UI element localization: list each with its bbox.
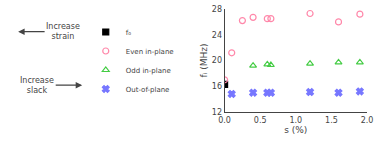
svg-text:20: 20 — [212, 56, 222, 65]
svg-text:0.5: 0.5 — [254, 116, 267, 125]
svg-text:12: 12 — [212, 108, 222, 117]
svg-text:s (%): s (%) — [284, 125, 307, 135]
svg-text:f₀: f₀ — [126, 29, 131, 37]
svg-text:2.0: 2.0 — [361, 116, 374, 125]
svg-text:Out-of-plane: Out-of-plane — [126, 86, 170, 94]
svg-text:Increasestrain: Increasestrain — [46, 22, 80, 41]
svg-text:24: 24 — [212, 31, 222, 40]
svg-text:Odd in-plane: Odd in-plane — [126, 67, 171, 75]
svg-text:28: 28 — [212, 5, 222, 14]
svg-text:fᵢ (MHz): fᵢ (MHz) — [199, 44, 209, 78]
svg-text:Increaseslack: Increaseslack — [20, 76, 54, 95]
svg-text:1.5: 1.5 — [325, 116, 338, 125]
svg-text:16: 16 — [212, 82, 222, 91]
svg-text:Even in-plane: Even in-plane — [126, 48, 174, 56]
svg-text:1.0: 1.0 — [289, 116, 302, 125]
svg-text:0.0: 0.0 — [218, 116, 231, 125]
